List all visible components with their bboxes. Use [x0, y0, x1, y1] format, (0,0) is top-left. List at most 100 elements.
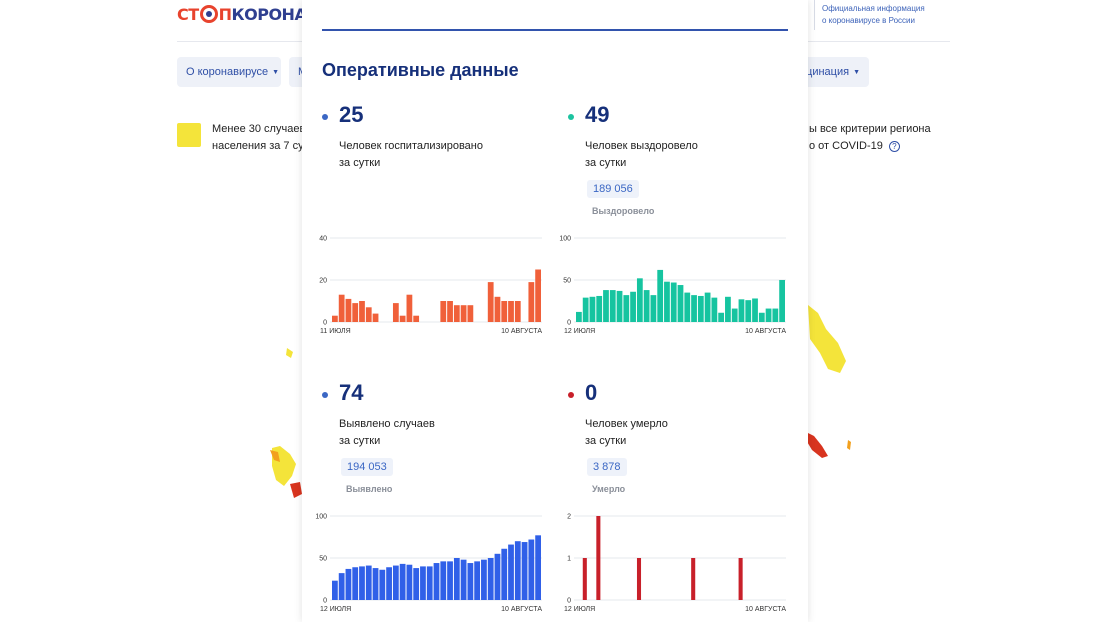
y-tick-label: 0	[323, 598, 327, 605]
bar	[779, 280, 785, 322]
bar	[508, 544, 514, 600]
bar	[691, 558, 696, 600]
bar	[643, 290, 650, 322]
bar	[345, 298, 352, 322]
bar	[440, 301, 447, 322]
bar	[474, 561, 481, 600]
bar	[467, 563, 474, 600]
bar	[576, 311, 582, 322]
x-start-label: 12 ИЮЛЯ	[564, 606, 595, 613]
map-region	[847, 440, 851, 450]
bar	[332, 315, 338, 322]
bar	[731, 308, 738, 322]
bar	[677, 285, 684, 322]
bar	[528, 282, 535, 322]
y-tick-label: 0	[567, 598, 571, 605]
chart-hospitalized: 0 20 40 11 ИЮЛЯ 10 АВГУСТА	[319, 236, 542, 336]
bar	[657, 269, 664, 322]
map-region	[806, 432, 828, 458]
map-region	[290, 482, 302, 498]
status-dot	[322, 392, 328, 398]
official-line-2: о коронавирусе в России	[822, 16, 915, 25]
bar	[711, 297, 718, 322]
stat-description: Человек выздоровело за сутки	[585, 138, 775, 172]
bar	[691, 295, 697, 322]
bar	[697, 295, 704, 322]
stat-description: Человек госпитализировано за сутки	[339, 138, 529, 172]
legend-text-left: Менее 30 случаев населения за 7 су	[212, 121, 302, 155]
bar	[365, 307, 372, 322]
legend-yellow-swatch	[177, 123, 201, 147]
legend-line-2: населения за 7 су	[212, 140, 302, 152]
bar	[636, 558, 642, 600]
stat-total-label: Выздоровело	[592, 206, 655, 216]
bar	[352, 303, 359, 322]
x-end-label: 10 АВГУСТА	[745, 328, 786, 335]
bar	[616, 290, 623, 322]
legend-line-2: о от COVID-19	[809, 140, 883, 152]
legend-line-1: ы все критерии региона	[809, 123, 931, 135]
bar	[636, 278, 643, 322]
bar	[494, 553, 501, 600]
x-end-label: 10 АВГУСТА	[501, 328, 542, 335]
modal-top-rule	[322, 29, 788, 31]
bar	[603, 290, 609, 322]
bar	[738, 558, 743, 600]
bar	[487, 282, 494, 322]
bar	[501, 301, 508, 322]
bar	[338, 573, 345, 600]
map-region	[808, 305, 846, 373]
bar	[725, 296, 731, 322]
bar	[772, 308, 779, 322]
stat-description: Человек умерло за сутки	[585, 416, 775, 450]
bar	[514, 301, 521, 322]
bar	[596, 516, 601, 600]
stat-total-label: Выявлено	[346, 484, 393, 494]
bar	[420, 566, 426, 600]
stat-value: 49	[585, 102, 610, 127]
bar	[535, 535, 541, 600]
y-tick-label: 2	[567, 514, 571, 521]
bar	[426, 566, 433, 600]
desc-line-1: Человек выздоровело	[585, 140, 698, 152]
y-tick-label: 0	[567, 320, 571, 327]
x-end-label: 10 АВГУСТА	[501, 606, 542, 613]
bar	[372, 568, 379, 600]
stat-value: 0	[585, 380, 598, 405]
desc-line-2: за сутки	[585, 435, 627, 447]
x-start-label: 12 ИЮЛЯ	[564, 328, 595, 335]
stat-detected: 74 Выявлено случаев за сутки 194 053 Выя…	[322, 380, 552, 500]
chart-deaths: 0 1 2 12 ИЮЛЯ 10 АВГУСТА	[564, 514, 786, 614]
bar	[718, 312, 725, 322]
bar	[623, 295, 630, 322]
nav-label: О коронавирусе	[186, 66, 269, 78]
bar	[487, 558, 494, 600]
bar	[650, 295, 657, 322]
bar	[359, 301, 365, 322]
bar	[440, 561, 447, 600]
desc-line-1: Выявлено случаев	[339, 418, 435, 430]
logo-text-2: П	[218, 4, 232, 24]
y-tick-label: 0	[323, 320, 327, 327]
y-tick-label: 20	[319, 278, 327, 285]
bar	[664, 281, 670, 322]
bar	[765, 308, 772, 322]
desc-line-1: Человек госпитализировано	[339, 140, 483, 152]
operational-data-modal: Оперативные данные 25 Человек госпитализ…	[302, 0, 808, 622]
bar	[392, 303, 399, 322]
bar	[447, 301, 453, 322]
bar	[521, 542, 528, 600]
bar	[406, 294, 413, 322]
bar	[460, 305, 467, 322]
y-tick-label: 50	[563, 278, 571, 285]
bar	[352, 567, 359, 600]
bar	[386, 567, 392, 600]
bar	[359, 566, 365, 600]
bar	[752, 298, 758, 322]
help-icon[interactable]: ?	[888, 140, 900, 152]
modal-title: Оперативные данные	[322, 60, 519, 80]
nav-about-coronavirus[interactable]: О коронавирусе ▼	[177, 57, 281, 87]
bar	[413, 568, 420, 600]
bar	[399, 315, 406, 322]
